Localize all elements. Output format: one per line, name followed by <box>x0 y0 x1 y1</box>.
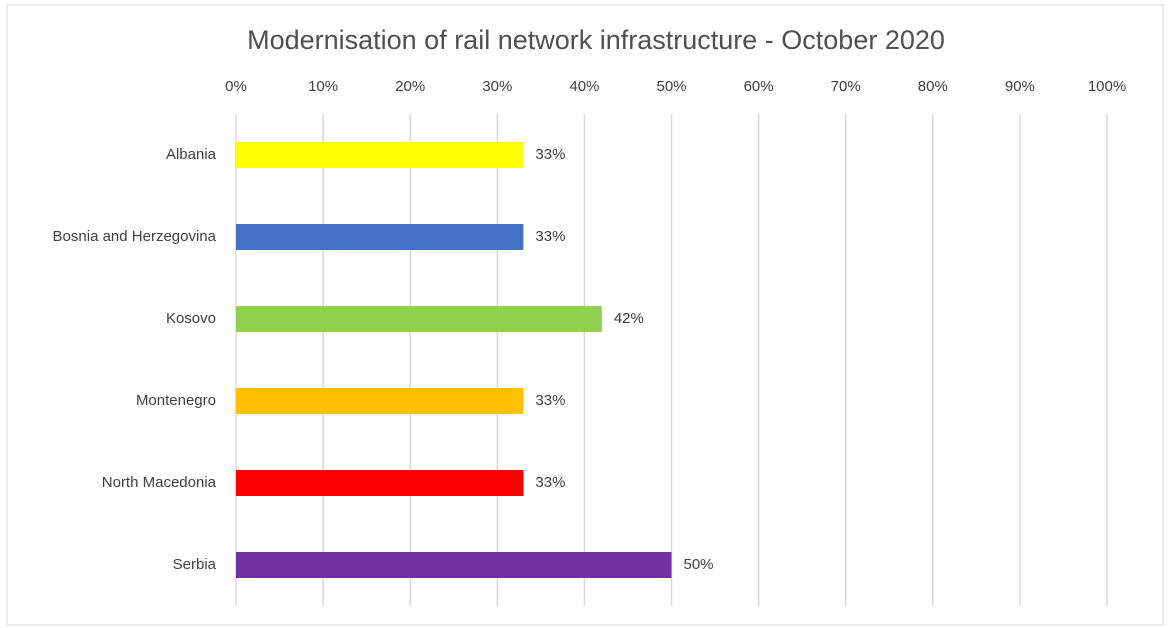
chart-title: Modernisation of rail network infrastruc… <box>247 25 945 55</box>
x-tick-label: 90% <box>1005 78 1035 95</box>
data-label: 33% <box>535 474 565 491</box>
y-tick-label: Montenegro <box>136 392 216 409</box>
x-tick-label: 50% <box>656 78 686 95</box>
y-tick-label: Serbia <box>173 556 217 573</box>
x-tick-label: 30% <box>482 78 512 95</box>
data-label: 33% <box>535 392 565 409</box>
bar <box>236 224 524 250</box>
x-tick-label: 20% <box>395 78 425 95</box>
x-tick-label: 60% <box>744 78 774 95</box>
x-tick-label: 0% <box>225 78 247 95</box>
bar <box>236 552 672 578</box>
bar <box>236 142 524 168</box>
x-tick-label: 100% <box>1088 78 1126 95</box>
x-tick-label: 40% <box>569 78 599 95</box>
data-label: 33% <box>535 146 565 163</box>
data-label: 33% <box>535 228 565 245</box>
bar <box>236 470 524 496</box>
bar <box>236 306 602 332</box>
data-label: 50% <box>684 556 714 573</box>
x-tick-label: 10% <box>308 78 338 95</box>
y-tick-label: Albania <box>166 146 217 163</box>
x-tick-label: 70% <box>831 78 861 95</box>
bar <box>236 388 524 414</box>
data-label: 42% <box>614 310 644 327</box>
y-tick-label: Bosnia and Herzegovina <box>53 228 217 245</box>
y-tick-label: Kosovo <box>166 310 216 327</box>
x-tick-label: 80% <box>918 78 948 95</box>
y-tick-label: North Macedonia <box>102 474 217 491</box>
